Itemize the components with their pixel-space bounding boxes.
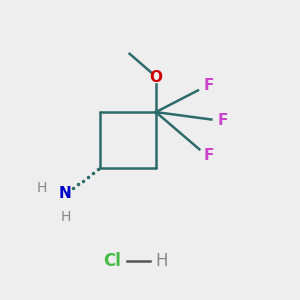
Text: H: H (60, 210, 70, 224)
Text: H: H (155, 252, 168, 270)
Text: N: N (59, 186, 72, 201)
Text: F: F (203, 148, 214, 163)
Text: F: F (218, 113, 228, 128)
Text: F: F (203, 78, 214, 93)
Text: H: H (37, 181, 47, 195)
Text: Cl: Cl (103, 252, 121, 270)
Text: O: O (149, 70, 162, 85)
